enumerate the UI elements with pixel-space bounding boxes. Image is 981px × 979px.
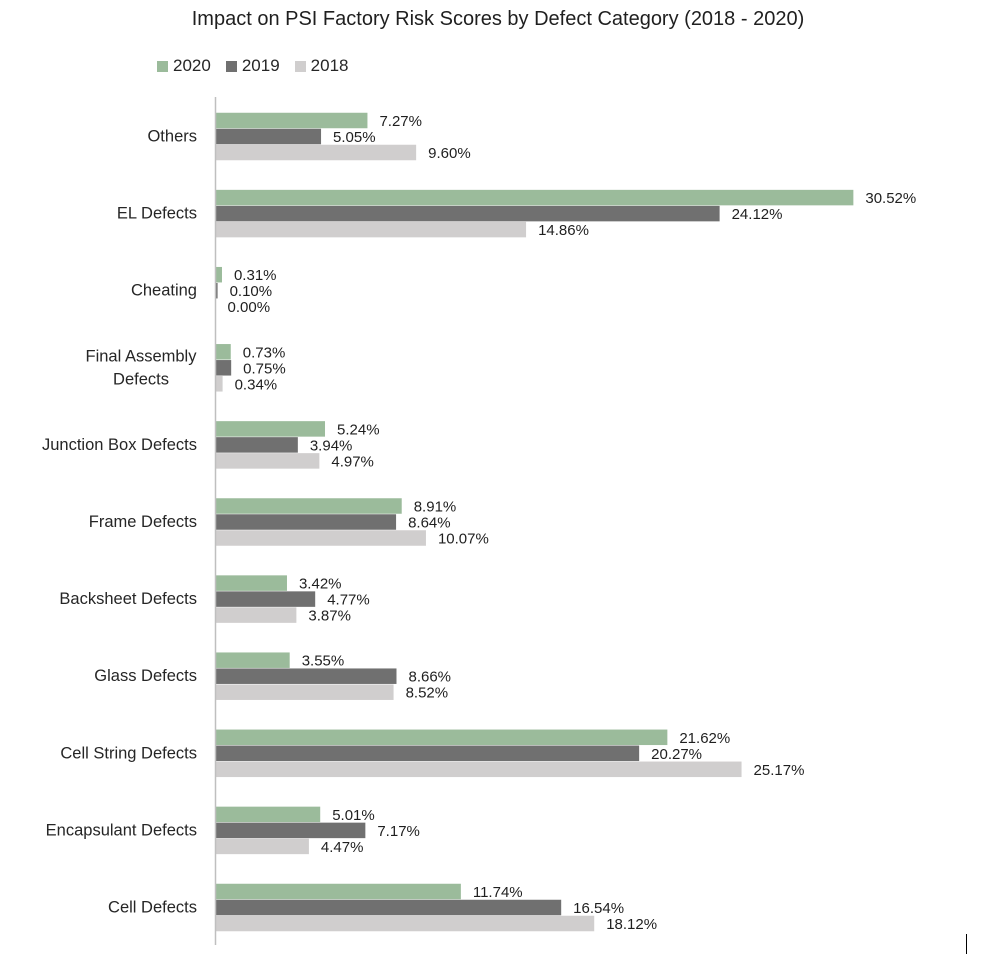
category-label-junction-box-defects: Junction Box Defects — [42, 436, 197, 454]
data-label-junction-box-defects-2018: 4.97% — [331, 453, 374, 470]
data-label-cheating-2020: 0.31% — [234, 267, 277, 284]
bar-backsheet-defects-2019 — [215, 591, 316, 607]
data-label-backsheet-defects-2020: 3.42% — [299, 576, 342, 593]
bar-backsheet-defects-2018 — [215, 607, 297, 623]
category-label-el-defects: EL Defects — [117, 205, 197, 223]
bar-encapsulant-defects-2019 — [215, 822, 366, 839]
bar-frame-defects-2019 — [215, 514, 397, 530]
legend-item-2019: 2019 — [225, 56, 280, 76]
data-label-cheating-2018: 0.00% — [228, 299, 271, 316]
chart-legend: 2020 2019 2018 — [157, 56, 363, 76]
legend-item-2018: 2018 — [294, 56, 349, 76]
legend-item-2020: 2020 — [157, 56, 211, 76]
bar-glass-defects-2018 — [215, 684, 394, 700]
bar-frame-defects-2018 — [215, 530, 426, 546]
bar-glass-defects-2019 — [215, 668, 397, 684]
bar-others-2020 — [215, 112, 368, 129]
bar-final-assembly-defects-2019 — [215, 360, 232, 376]
data-label-others-2020: 7.27% — [379, 113, 422, 130]
data-label-cheating-2019: 0.10% — [230, 283, 273, 300]
bar-cell-defects-2019 — [215, 899, 562, 916]
data-label-glass-defects-2018: 8.52% — [406, 685, 449, 702]
data-label-final-assembly-defects-2018: 0.34% — [235, 376, 278, 393]
category-label-frame-defects: Frame Defects — [89, 513, 197, 531]
category-label-final-assembly-defects-line-2: Defects — [113, 370, 169, 388]
legend-swatch-2019 — [225, 60, 237, 72]
category-label-backsheet-defects: Backsheet Defects — [59, 590, 197, 608]
category-label-others: Others — [147, 128, 197, 146]
bar-cell-string-defects-2018 — [215, 761, 742, 778]
data-label-cell-defects-2019: 16.54% — [573, 900, 624, 917]
bar-el-defects-2018 — [215, 221, 527, 238]
bar-cheating-2019 — [215, 282, 218, 299]
data-label-cell-defects-2018: 18.12% — [606, 916, 657, 933]
data-label-encapsulant-defects-2019: 7.17% — [377, 823, 420, 840]
data-label-encapsulant-defects-2020: 5.01% — [332, 807, 375, 824]
legend-swatch-2020 — [157, 60, 168, 72]
bar-el-defects-2019 — [215, 205, 720, 222]
data-label-cell-string-defects-2019: 20.27% — [651, 746, 702, 763]
data-label-backsheet-defects-2019: 4.77% — [327, 592, 370, 609]
data-label-glass-defects-2019: 8.66% — [408, 669, 451, 686]
bar-junction-box-defects-2018 — [215, 453, 320, 469]
data-label-others-2019: 5.05% — [333, 129, 376, 146]
bar-others-2019 — [215, 128, 322, 145]
bar-final-assembly-defects-2020 — [215, 344, 231, 360]
bar-frame-defects-2020 — [215, 498, 402, 514]
bar-el-defects-2020 — [215, 189, 854, 206]
category-label-cheating: Cheating — [131, 282, 197, 300]
legend-label-2020: 2020 — [173, 56, 211, 75]
legend-swatch-2018 — [294, 60, 306, 72]
category-label-cell-string-defects: Cell String Defects — [60, 744, 197, 762]
data-label-junction-box-defects-2020: 5.24% — [337, 421, 380, 438]
bar-cheating-2020 — [215, 266, 222, 283]
data-label-backsheet-defects-2018: 3.87% — [308, 608, 351, 625]
data-label-junction-box-defects-2019: 3.94% — [310, 437, 353, 454]
bar-cell-defects-2018 — [215, 915, 595, 932]
data-label-frame-defects-2020: 8.91% — [414, 499, 457, 516]
bar-junction-box-defects-2020 — [215, 421, 326, 437]
data-label-frame-defects-2018: 10.07% — [438, 531, 489, 548]
chart-title: Impact on PSI Factory Risk Scores by Def… — [191, 8, 805, 30]
data-label-final-assembly-defects-2020: 0.73% — [243, 344, 286, 361]
bar-cell-defects-2020 — [215, 883, 461, 900]
data-label-glass-defects-2020: 3.55% — [302, 653, 345, 670]
data-label-el-defects-2018: 14.86% — [538, 222, 589, 239]
data-label-el-defects-2019: 24.12% — [732, 206, 783, 223]
category-label-cell-defects: Cell Defects — [108, 899, 197, 917]
category-label-final-assembly-defects-line-1: Final Assembly — [86, 347, 198, 365]
data-label-el-defects-2020: 30.52% — [865, 190, 916, 207]
bar-backsheet-defects-2020 — [215, 575, 287, 591]
data-label-cell-defects-2020: 11.74% — [473, 884, 523, 901]
data-label-cell-string-defects-2018: 25.17% — [754, 762, 805, 779]
bar-cell-string-defects-2020 — [215, 729, 668, 746]
data-label-others-2018: 9.60% — [428, 145, 471, 162]
bar-others-2018 — [215, 144, 417, 161]
data-label-cell-string-defects-2020: 21.62% — [679, 730, 730, 747]
category-label-encapsulant-defects: Encapsulant Defects — [46, 821, 197, 839]
text-cursor-mark — [966, 934, 967, 954]
bar-junction-box-defects-2019 — [215, 437, 298, 453]
bar-final-assembly-defects-2018 — [215, 376, 223, 392]
bar-encapsulant-defects-2018 — [215, 838, 309, 855]
bar-glass-defects-2020 — [215, 652, 290, 668]
bar-encapsulant-defects-2020 — [215, 806, 321, 823]
data-label-final-assembly-defects-2019: 0.75% — [243, 360, 286, 377]
legend-label-2019: 2019 — [241, 56, 280, 75]
legend-label-2018: 2018 — [310, 56, 349, 75]
data-label-frame-defects-2019: 8.64% — [408, 515, 451, 532]
bar-cell-string-defects-2019 — [215, 745, 640, 762]
category-label-glass-defects: Glass Defects — [94, 667, 197, 685]
data-label-encapsulant-defects-2018: 4.47% — [321, 839, 364, 856]
